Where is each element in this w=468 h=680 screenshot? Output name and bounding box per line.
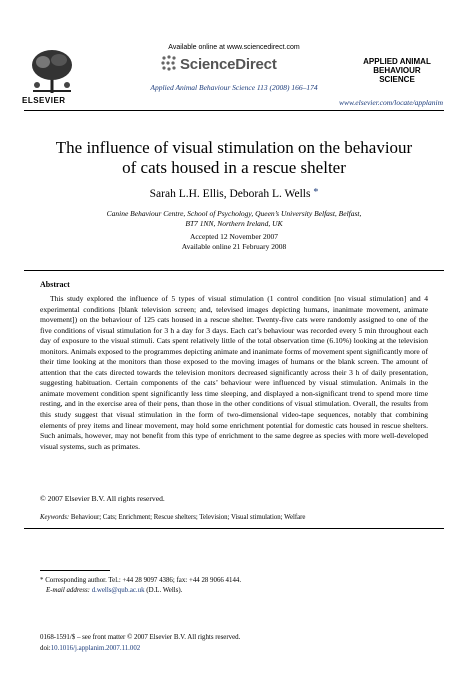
email-label: E-mail address: (46, 587, 90, 594)
issn-block: 0168-1591/$ – see front matter © 2007 El… (40, 632, 240, 654)
abstract-copyright: © 2007 Elsevier B.V. All rights reserved… (40, 494, 165, 503)
elsevier-tree-logo (25, 45, 80, 100)
affiliation-line: Canine Behaviour Centre, School of Psych… (106, 209, 362, 218)
journal-url-link[interactable]: www.elsevier.com/locate/applanim (338, 98, 443, 107)
journal-citation[interactable]: Applied Animal Behaviour Science 113 (20… (150, 83, 318, 92)
email-link[interactable]: d.wells@qub.ac.uk (91, 587, 145, 594)
online-date: Available online 21 February 2008 (181, 242, 287, 251)
issn-line: 0168-1591/$ – see front matter © 2007 El… (40, 634, 241, 641)
doi-link[interactable]: 10.1016/j.applanim.2007.11.002 (50, 645, 141, 652)
journal-logo: APPLIED ANIMAL BEHAVIOUR SCIENCE (347, 57, 447, 84)
doi-prefix: doi: (40, 645, 51, 652)
affiliation: Canine Behaviour Centre, School of Psych… (24, 209, 444, 229)
accepted-date: Accepted 12 November 2007 (189, 232, 279, 241)
sciencedirect-wordmark: ScienceDirect (180, 56, 277, 73)
footnote-marker: * (40, 577, 44, 584)
keywords: Keywords: Behaviour; Cats; Enrichment; R… (40, 514, 305, 521)
title-line: of cats housed in a rescue shelter (122, 158, 346, 177)
corresponding-author-mark[interactable]: * (313, 187, 319, 198)
corresponding-author-footnote: * Corresponding author. Tel.: +44 28 909… (40, 576, 241, 596)
footnote-rule (40, 570, 110, 571)
affiliation-line: BT7 1NN, Northern Ireland, UK (185, 219, 283, 228)
article-dates: Accepted 12 November 2007 Available onli… (24, 232, 444, 252)
corresponding-info: Corresponding author. Tel.: +44 28 9097 … (45, 577, 242, 584)
abstract-text: This study explored the influence of 5 t… (40, 294, 428, 451)
sciencedirect-logo: ScienceDirect (160, 54, 310, 74)
article-title: The influence of visual stimulation on t… (24, 138, 444, 178)
header-rule (24, 110, 444, 111)
author-list: Sarah L.H. Ellis, Deborah L. Wells * (24, 187, 444, 200)
title-line: The influence of visual stimulation on t… (55, 138, 413, 157)
journal-logo-line: BEHAVIOUR (373, 66, 421, 75)
sciencedirect-dots-icon (161, 55, 176, 71)
abstract-heading: Abstract (40, 280, 70, 289)
authors-text: Sarah L.H. Ellis, Deborah L. Wells (149, 188, 311, 200)
keywords-text: Behaviour; Cats; Enrichment; Rescue shel… (70, 514, 306, 521)
abstract-top-rule (24, 270, 444, 271)
journal-logo-line: SCIENCE (379, 75, 415, 84)
journal-logo-line: APPLIED ANIMAL (363, 57, 431, 66)
keywords-label: Keywords: (40, 514, 70, 521)
email-suffix: (D.L. Wells). (146, 587, 183, 594)
keywords-bottom-rule (24, 528, 444, 529)
publisher-name: ELSEVIER (22, 96, 66, 105)
availability-line: Available online at www.sciencedirect.co… (168, 44, 300, 51)
